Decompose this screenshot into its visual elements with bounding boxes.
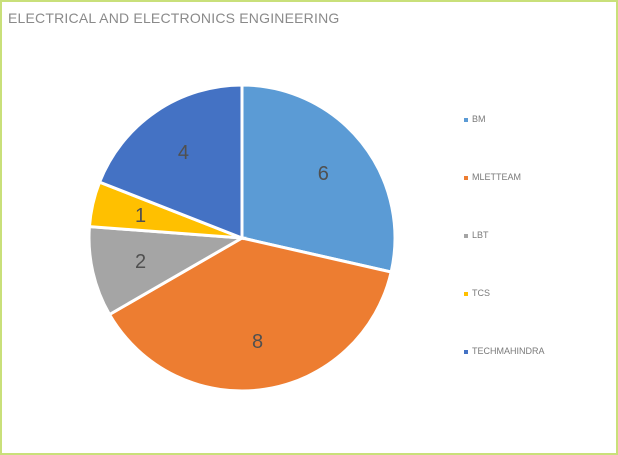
data-label-bm: 6: [318, 163, 329, 185]
data-label-lbt: 2: [135, 251, 146, 273]
legend-item-techmahindra: TECHMAHINDRA: [464, 346, 545, 404]
legend-marker: [464, 118, 468, 122]
legend-marker: [464, 350, 468, 354]
legend-label: TECHMAHINDRA: [472, 346, 545, 356]
legend-item-mletteam: MLETTEAM: [464, 172, 545, 230]
legend-label: BM: [472, 114, 486, 124]
legend-marker: [464, 176, 468, 180]
legend-marker: [464, 234, 468, 238]
legend-label: MLETTEAM: [472, 172, 522, 182]
pie-slice-lbt: [87, 224, 247, 317]
legend-item-tcs: TCS: [464, 288, 545, 346]
legend-item-bm: BM: [464, 114, 545, 172]
chart-legend: BM MLETTEAM LBT TCS TECHMAHINDRA: [464, 114, 545, 404]
data-label-techmahindra: 4: [178, 142, 189, 164]
data-label-mletteam: 8: [252, 331, 263, 353]
pie-slice-bm: [240, 83, 397, 274]
pie-slice-techmahindra: [97, 83, 244, 241]
chart-title: ELECTRICAL AND ELECTRONICS ENGINEERING: [8, 10, 340, 26]
legend-label: LBT: [472, 230, 489, 240]
data-label-tcs: 1: [135, 205, 146, 227]
legend-label: TCS: [472, 288, 490, 298]
legend-item-lbt: LBT: [464, 230, 545, 288]
legend-marker: [464, 292, 468, 296]
pie-slice-mletteam: [107, 236, 393, 393]
